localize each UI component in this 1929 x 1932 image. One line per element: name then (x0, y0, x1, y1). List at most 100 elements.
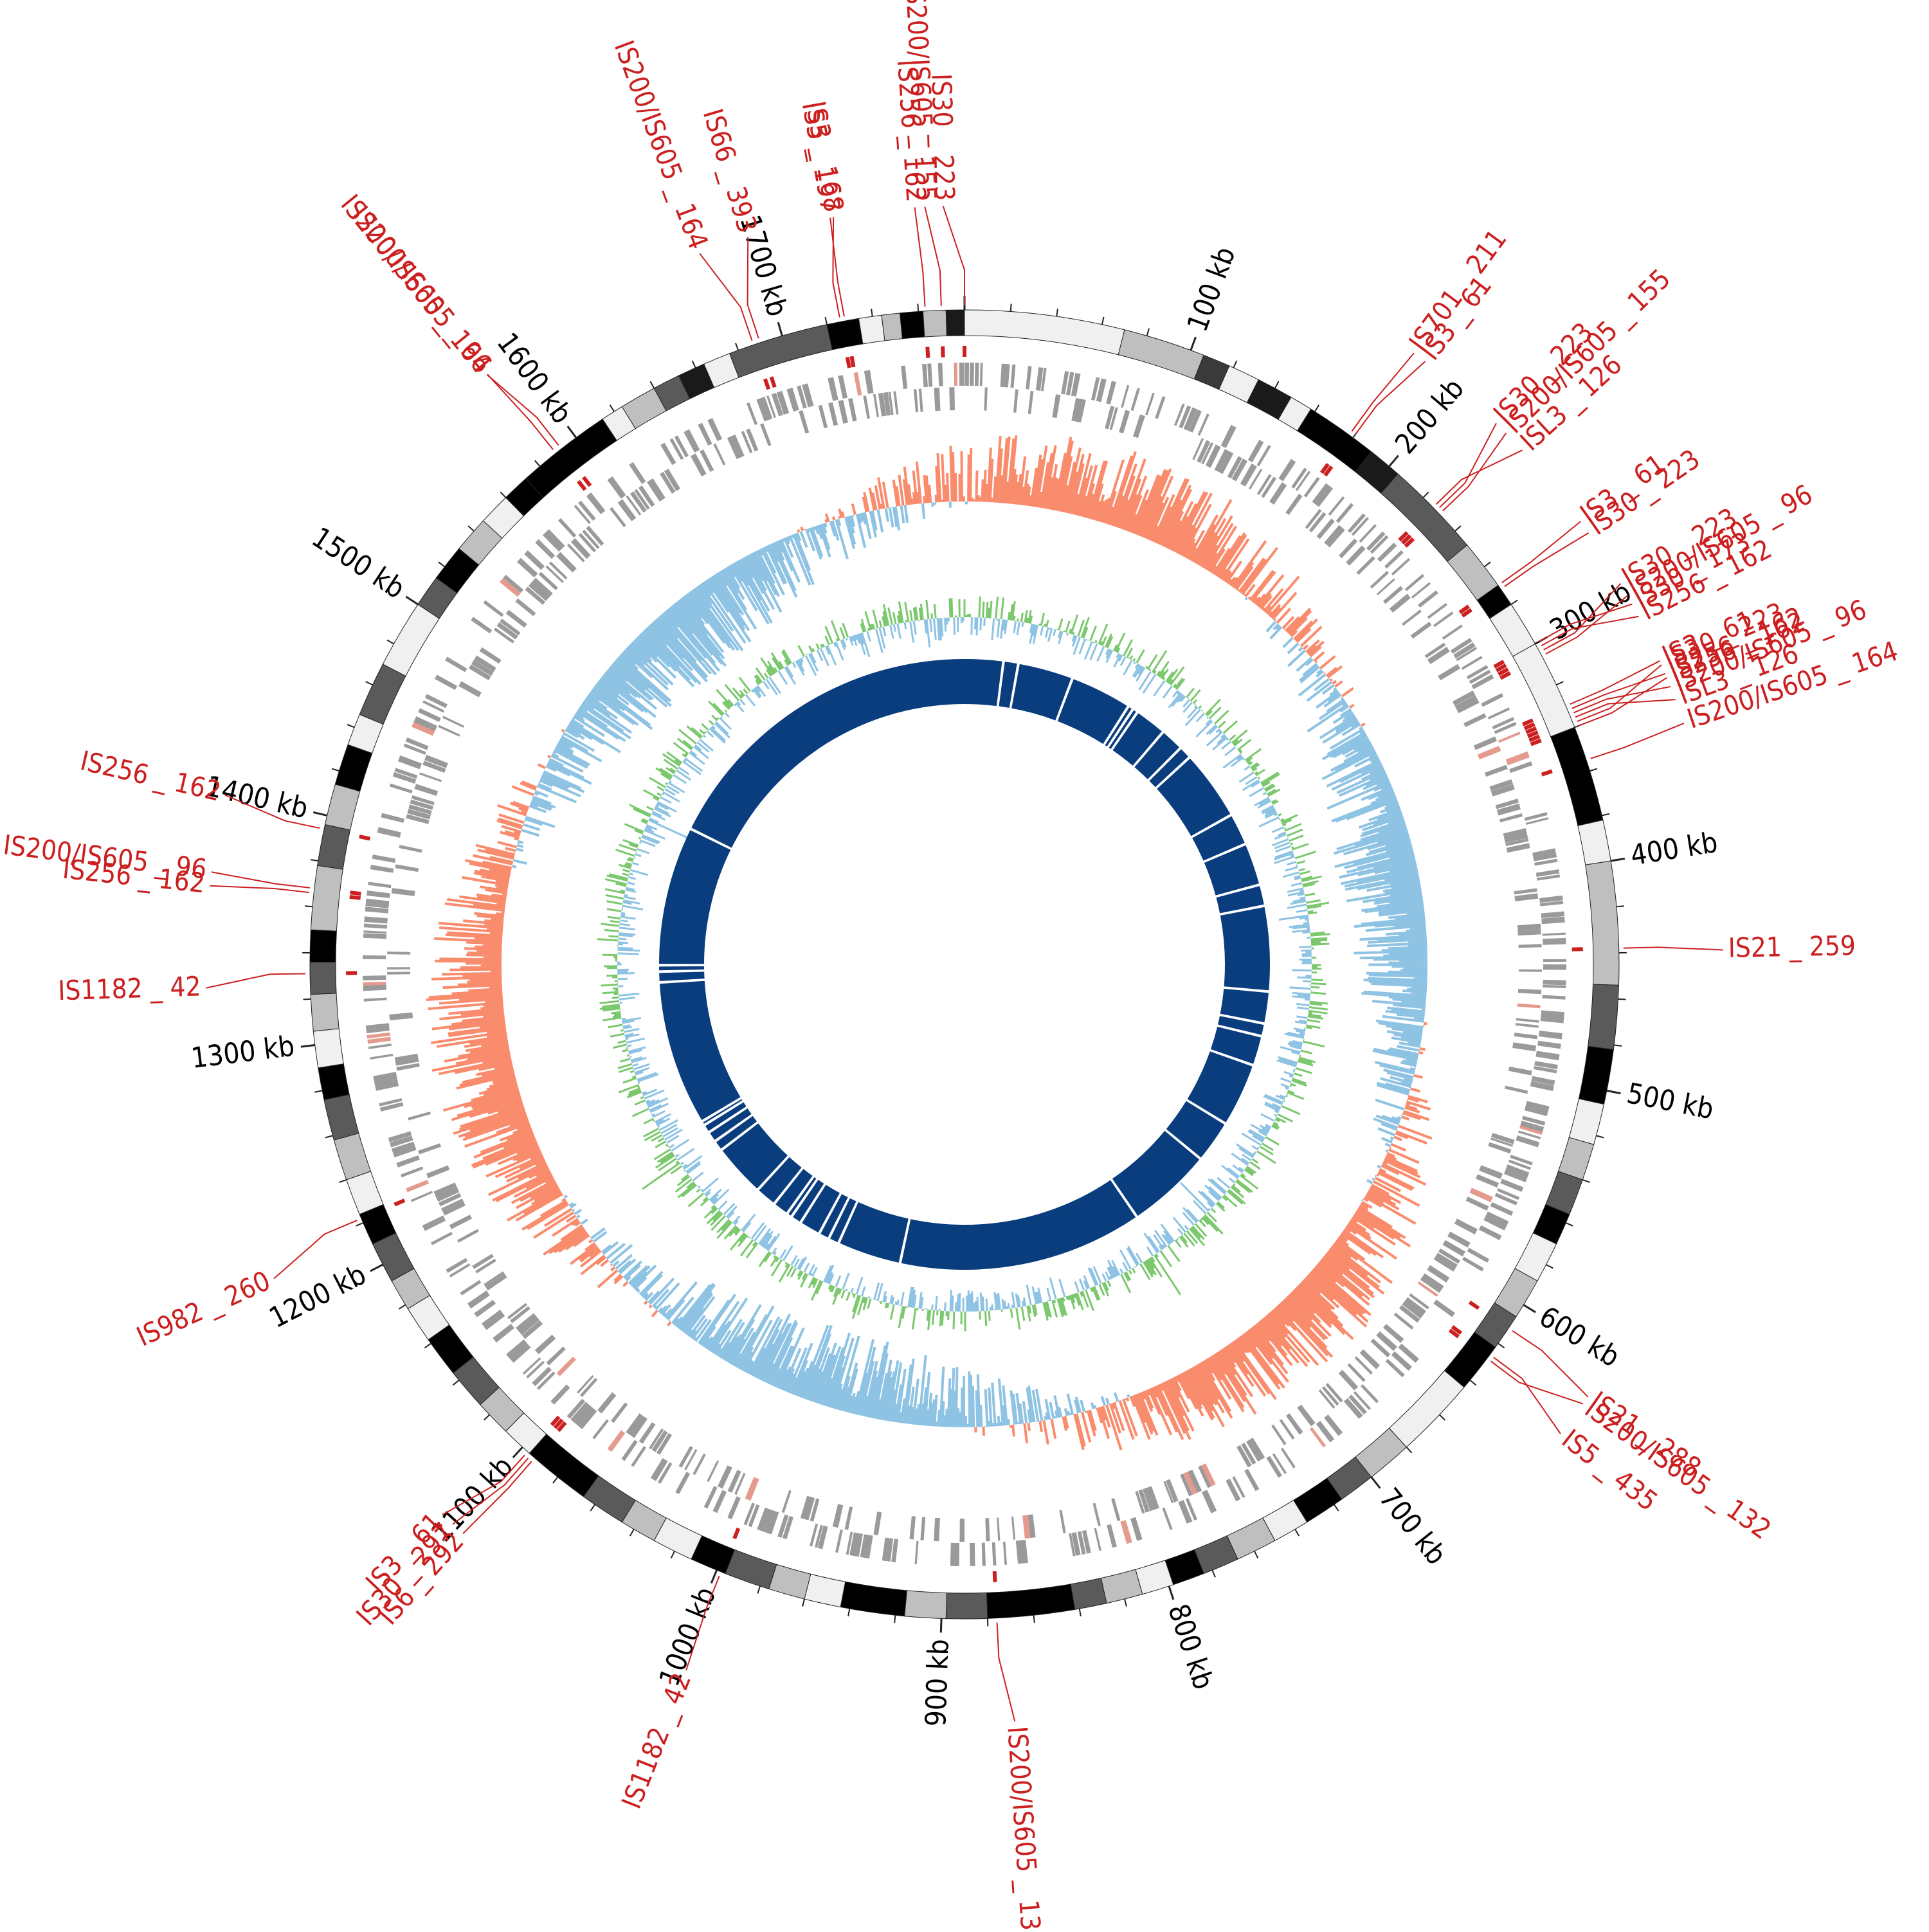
core-genome-block (691, 659, 964, 848)
gene (419, 772, 442, 782)
is-leader-line (1577, 665, 1662, 721)
gene (819, 405, 828, 428)
gene (631, 1446, 646, 1467)
gene (874, 1512, 882, 1535)
gene (970, 363, 974, 386)
is-leader-line (1494, 1357, 1561, 1434)
gene (1514, 888, 1537, 894)
minor-tick (610, 405, 614, 411)
is-mark (847, 357, 849, 368)
minor-tick (630, 1530, 634, 1536)
gc-content-track (597, 597, 1330, 1332)
gene (982, 1542, 986, 1566)
scale-label: 1500 kb (306, 521, 411, 605)
is-mark (350, 897, 361, 898)
minor-tick (1470, 1380, 1476, 1386)
gene (401, 1166, 423, 1177)
gene (1244, 1469, 1259, 1492)
gene (718, 1465, 732, 1488)
gene (387, 967, 410, 970)
minor-tick (671, 1551, 675, 1558)
minor-tick (1125, 1599, 1127, 1607)
is-label: IS1182 _ 42 (58, 970, 202, 1006)
scale-label: 1300 kb (189, 1030, 296, 1075)
minor-tick (1102, 317, 1104, 325)
is-label: IS256 _ 162 (78, 745, 224, 807)
minor-tick (311, 860, 318, 861)
gene (370, 1054, 393, 1060)
is-leader-line (1591, 723, 1684, 759)
contig-segment (987, 1584, 1075, 1618)
gene (618, 500, 637, 521)
gene (1542, 995, 1565, 1000)
minor-tick (387, 640, 394, 644)
contig-segment (804, 1574, 846, 1607)
is-leader-line (700, 253, 752, 341)
gene (747, 402, 757, 425)
gene (1111, 1498, 1120, 1521)
minor-tick (1546, 1265, 1553, 1268)
minor-tick (314, 1090, 322, 1092)
gene (786, 388, 799, 411)
gene (1121, 385, 1129, 408)
gene (1485, 765, 1508, 777)
gene (408, 1112, 431, 1121)
contig-segment (858, 315, 885, 344)
gene (679, 1446, 693, 1468)
gene (390, 784, 413, 793)
gene (406, 1180, 429, 1192)
is-label: IS982 _ 260 (132, 1265, 275, 1353)
minor-tick (303, 999, 311, 1000)
gene (828, 377, 838, 401)
gene (1271, 1425, 1286, 1445)
contig-segment (840, 1582, 907, 1616)
gene (1107, 1524, 1117, 1548)
gene (1198, 413, 1209, 435)
is-label: IS200/IS605 _ 164 (608, 36, 714, 253)
gene (484, 600, 504, 617)
gc-skew-track (426, 435, 1432, 1450)
is-leader-line (997, 1623, 1015, 1722)
contig-segment (318, 824, 350, 869)
gene (398, 755, 422, 769)
gene (1474, 736, 1497, 750)
minor-tick (1498, 1344, 1505, 1348)
major-tick (568, 426, 576, 438)
major-tick (1607, 1090, 1621, 1093)
gene (1402, 609, 1422, 626)
gene (445, 657, 467, 673)
gene (1500, 1178, 1523, 1192)
gene (938, 363, 943, 386)
gene (1359, 524, 1377, 543)
is-label: IS200/IS605 _ 132 (1001, 1726, 1047, 1929)
gene (368, 881, 391, 888)
major-tick (778, 322, 782, 336)
minor-tick (1275, 381, 1279, 388)
minor-tick (500, 492, 505, 498)
is-mark (927, 347, 928, 358)
gene (1119, 410, 1130, 434)
gene (608, 476, 626, 499)
gene (449, 1214, 472, 1229)
gene (873, 394, 879, 417)
gene (698, 423, 712, 446)
major-tick (370, 1265, 383, 1271)
gene (954, 363, 957, 386)
gene (370, 865, 394, 872)
major-tick (301, 1045, 315, 1047)
contig-segment (1579, 1046, 1613, 1104)
minor-tick (825, 317, 827, 325)
gene (919, 389, 923, 412)
minor-tick (399, 1305, 405, 1309)
gene (418, 1143, 441, 1154)
scale-label: 1000 kb (653, 1582, 722, 1691)
is-mark (771, 377, 774, 387)
gene (1442, 624, 1463, 640)
minor-tick (1056, 309, 1058, 316)
gene (367, 890, 390, 898)
is-mark (765, 379, 768, 389)
minor-tick (366, 682, 373, 685)
major-tick (1389, 456, 1398, 467)
is-leader-line (1579, 678, 1667, 726)
